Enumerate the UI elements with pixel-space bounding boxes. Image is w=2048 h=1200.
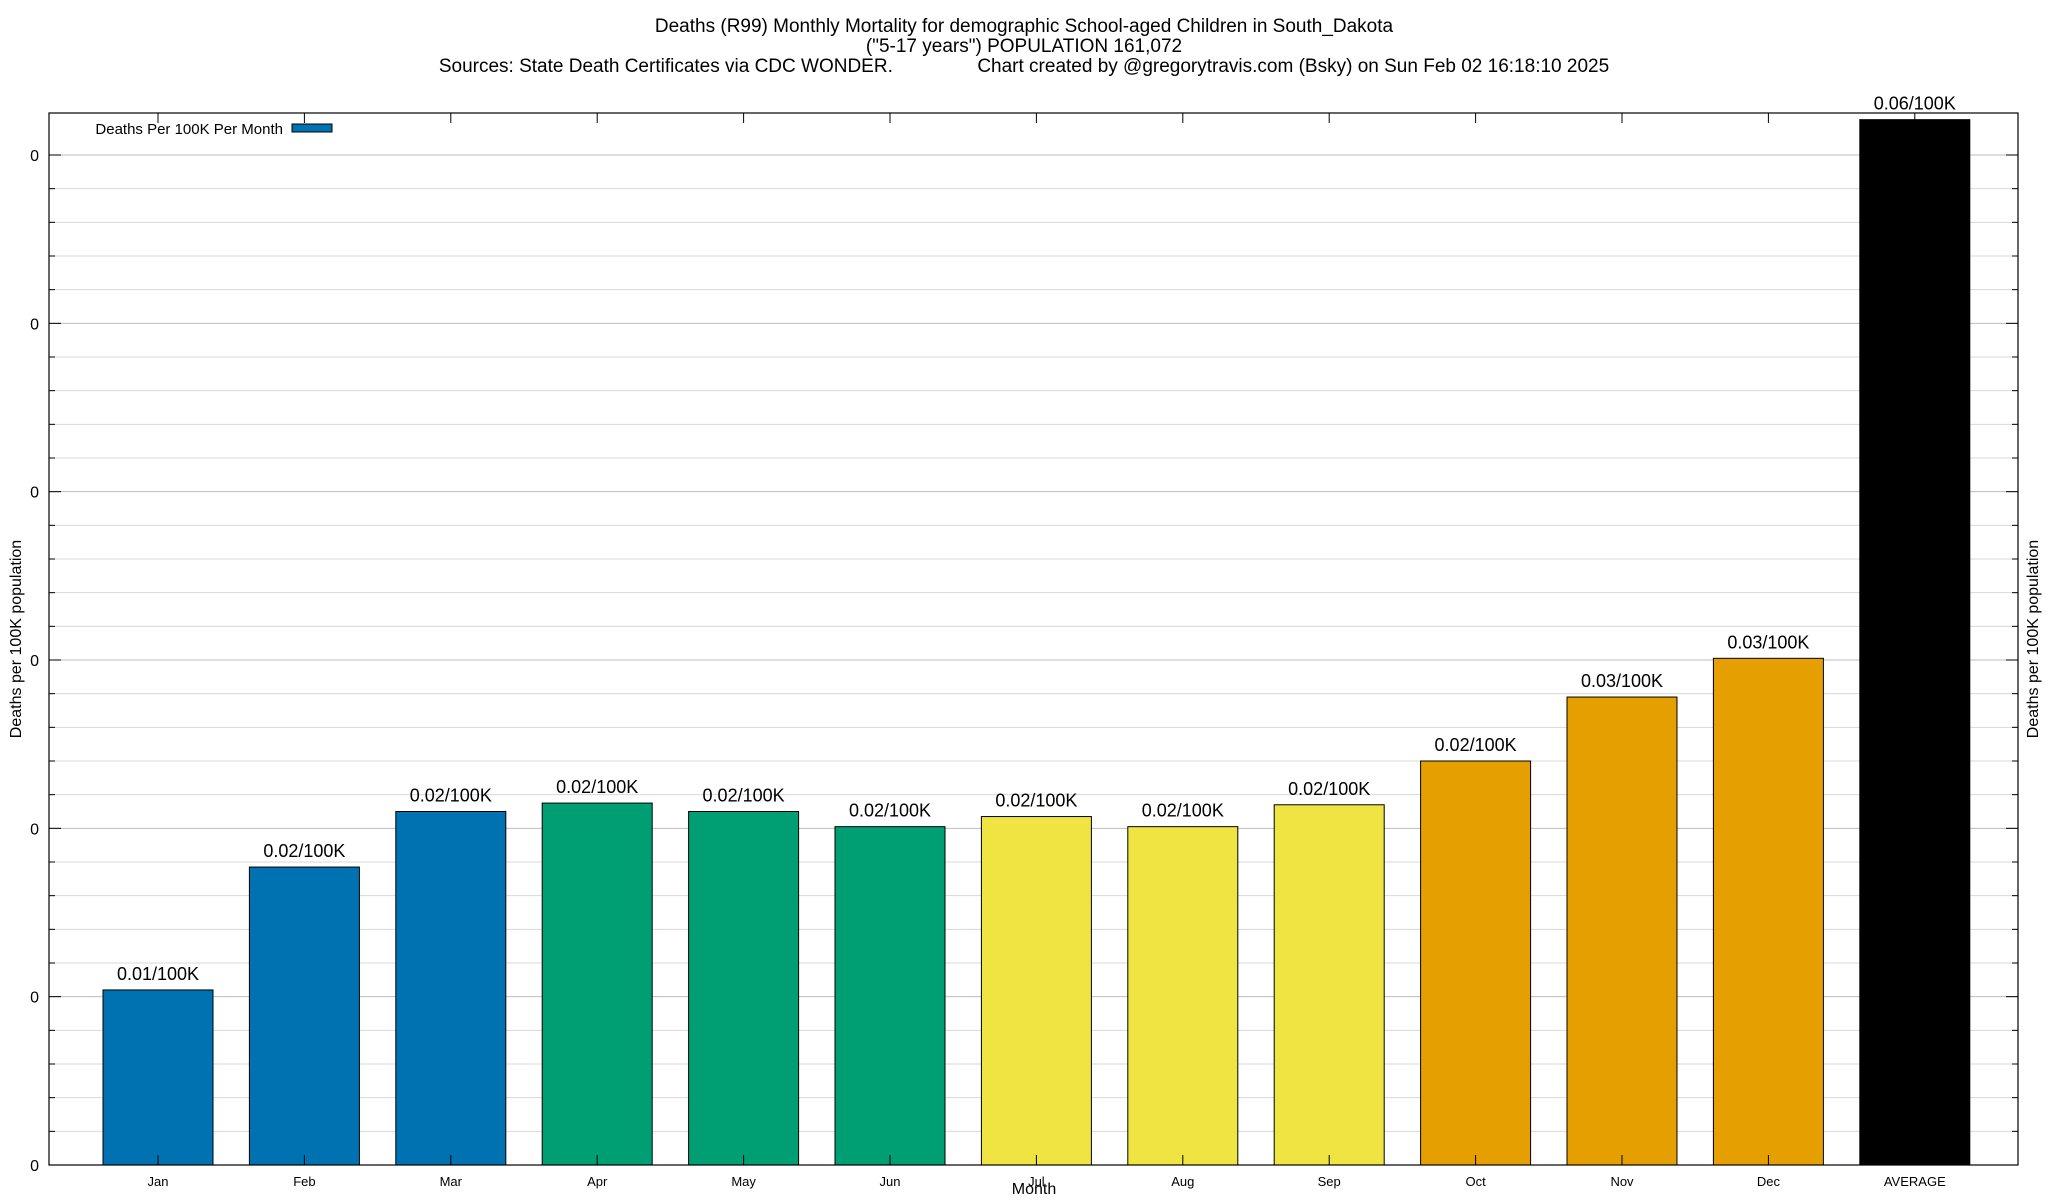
chart-title: Deaths (R99) Monthly Mortality for demog… <box>655 16 1394 37</box>
y-tick-label: 0 <box>30 148 39 165</box>
axis-ticks: 0 0 0 0 0 0 0 Jan Feb Mar Apr May Jun Jul Aug Sep Oct Nov… <box>30 113 2018 1189</box>
bars <box>102 119 1971 1166</box>
data-label-average: 0.06/100K <box>1874 94 1956 114</box>
x-tick-label-dec: Dec <box>1757 1174 1781 1189</box>
y-axis-label-right: Deaths per 100K population <box>2025 540 2042 738</box>
x-tick-label-jul: Jul <box>1028 1174 1045 1189</box>
bar-sep <box>1273 804 1385 1166</box>
bar-average <box>1859 119 1971 1166</box>
bar-jul <box>980 816 1092 1166</box>
x-tick-label-oct: Oct <box>1465 1174 1486 1189</box>
data-label-may: 0.02/100K <box>703 786 785 806</box>
y-tick-label: 0 <box>30 485 39 502</box>
y-tick-label: 0 <box>30 316 39 333</box>
data-label-feb: 0.02/100K <box>263 841 345 861</box>
legend-label: Deaths Per 100K Per Month <box>95 121 283 138</box>
y-axis-label-left: Deaths per 100K population <box>8 540 25 738</box>
legend-swatch <box>291 123 333 133</box>
x-tick-label-may: May <box>731 1174 756 1189</box>
y-tick-label: 0 <box>30 821 39 838</box>
chart-subtitle: ("5-17 years") POPULATION 161,072 <box>866 36 1182 57</box>
data-label-apr: 0.02/100K <box>556 777 638 797</box>
bar-jan <box>102 989 214 1166</box>
data-label-sep: 0.02/100K <box>1288 779 1370 799</box>
bar-dec <box>1712 657 1824 1166</box>
bar-may <box>688 811 800 1166</box>
x-tick-label-average: AVERAGE <box>1884 1174 1946 1189</box>
chart-source-line: Sources: State Death Certificates via CD… <box>439 56 1609 77</box>
y-tick-label: 0 <box>30 1158 39 1175</box>
data-label-dec: 0.03/100K <box>1727 632 1809 652</box>
data-label-oct: 0.02/100K <box>1435 735 1517 755</box>
x-axis-label: Month <box>1012 1181 1056 1198</box>
x-tick-label-jan: Jan <box>148 1174 169 1189</box>
data-label-jun: 0.02/100K <box>849 801 931 821</box>
x-tick-label-feb: Feb <box>293 1174 315 1189</box>
bar-nov <box>1566 696 1678 1166</box>
x-tick-label-jun: Jun <box>880 1174 901 1189</box>
data-label-jan: 0.01/100K <box>117 964 199 984</box>
bar-aug <box>1127 826 1239 1166</box>
plot-frame <box>48 112 2019 1166</box>
data-label-aug: 0.02/100K <box>1142 801 1224 821</box>
legend: Deaths Per 100K Per Month <box>95 121 333 138</box>
data-label-mar: 0.02/100K <box>410 786 492 806</box>
x-tick-label-aug: Aug <box>1171 1174 1194 1189</box>
y-tick-label: 0 <box>30 990 39 1007</box>
bar-jun <box>834 826 946 1166</box>
x-tick-label-nov: Nov <box>1610 1174 1634 1189</box>
data-labels: 0.01/100K 0.02/100K 0.02/100K 0.02/100K 0.02… <box>117 94 1956 984</box>
bar-oct <box>1420 760 1532 1166</box>
data-label-nov: 0.03/100K <box>1581 671 1663 691</box>
data-label-jul: 0.02/100K <box>995 791 1077 811</box>
bar-mar <box>395 811 507 1166</box>
x-tick-label-sep: Sep <box>1318 1174 1341 1189</box>
y-tick-label: 0 <box>30 653 39 670</box>
bar-apr <box>541 802 653 1166</box>
x-tick-label-apr: Apr <box>587 1174 608 1189</box>
bar-feb <box>248 866 360 1166</box>
x-tick-label-mar: Mar <box>440 1174 463 1189</box>
